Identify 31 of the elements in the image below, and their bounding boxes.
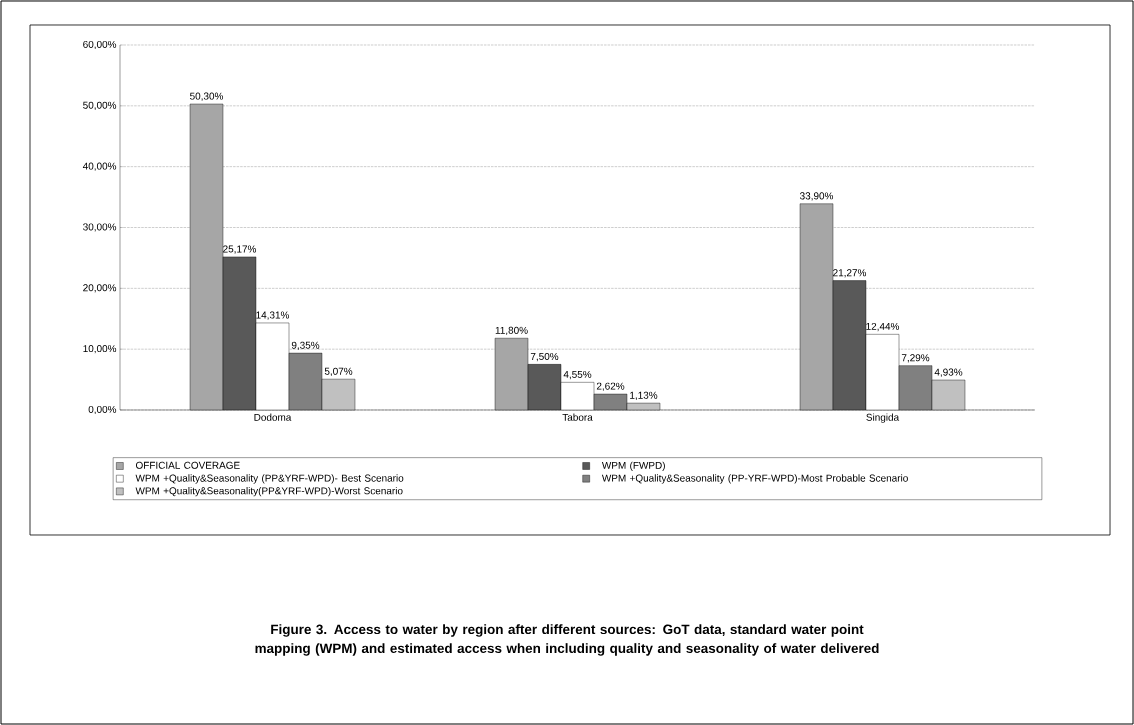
legend-label: WPM +Quality&Seasonality (PP&YRF-WPD)- Best Scenario bbox=[135, 474, 404, 484]
y-tick-label: 60,00% bbox=[83, 40, 117, 50]
data-label: 1,13% bbox=[630, 391, 658, 400]
legend-label: WPM (FWPD) bbox=[601, 461, 665, 471]
data-label: 33,90% bbox=[799, 192, 834, 201]
data-label: 21,27% bbox=[833, 269, 867, 278]
data-label: 2,62% bbox=[596, 382, 625, 391]
data-label: 11,80% bbox=[495, 326, 528, 336]
x-tick-label: Dodoma bbox=[254, 413, 292, 421]
x-tick-label: Singida bbox=[866, 413, 900, 423]
data-label: 5,07% bbox=[324, 367, 353, 376]
data-label: 50,30% bbox=[190, 92, 224, 101]
y-tick-label: 20,00% bbox=[83, 284, 117, 293]
y-tick-label: 30,00% bbox=[83, 223, 117, 232]
y-tick-label: 10,00% bbox=[83, 345, 117, 354]
legend-label: WPM +Quality&Seasonality (PP-YRF-WPD)-Most Probable Scenario bbox=[601, 474, 908, 484]
data-label: 4,55% bbox=[563, 370, 592, 380]
y-tick-label: 0,00% bbox=[88, 405, 117, 415]
legend-label: OFFICIAL COVERAGE bbox=[135, 461, 240, 469]
text: Figure 3. Access to water by region after different sources: GoT data, standard water point mapping (WPM) and estimated access when including quality and seasonality of water delivered bbox=[255, 624, 879, 656]
data-label: 7,29% bbox=[901, 354, 930, 363]
y-tick-label: 40,00% bbox=[82, 162, 117, 171]
data-label: 7,50% bbox=[530, 352, 559, 362]
data-label: 14,31% bbox=[256, 311, 290, 320]
data-label: 9,35% bbox=[291, 341, 320, 350]
x-tick-label: Tabora bbox=[562, 413, 593, 421]
y-tick-label: 50,00% bbox=[83, 101, 117, 110]
data-label: 25,17% bbox=[223, 245, 257, 254]
legend-label: WPM +Quality&Seasonality(PP&YRF-WPD)-Worst Scenario bbox=[135, 487, 403, 497]
data-label: 4,93% bbox=[934, 368, 963, 377]
data-label: 12,44% bbox=[866, 322, 900, 332]
